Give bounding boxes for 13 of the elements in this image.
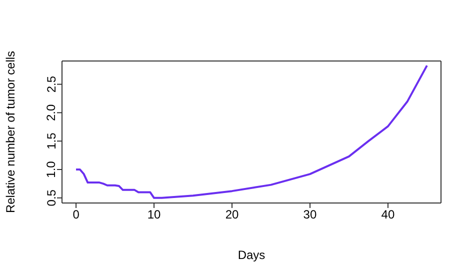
y-tick-label: 2.5 bbox=[44, 76, 58, 93]
x-tick-label: 20 bbox=[225, 208, 239, 222]
y-axis-title: Relative number of tumor cells bbox=[3, 50, 18, 214]
y-tick-label: 2.0 bbox=[44, 104, 58, 122]
line-series bbox=[75, 64, 428, 199]
x-tick-label: 0 bbox=[72, 208, 80, 222]
x-tick-label: 10 bbox=[147, 208, 162, 222]
y-tick-label: 1.5 bbox=[44, 132, 58, 150]
x-tick-label: 30 bbox=[303, 208, 317, 222]
x-tick-label: 40 bbox=[381, 208, 395, 222]
y-tick-label: 0.5 bbox=[44, 189, 58, 206]
y-tick-label: 1.0 bbox=[44, 160, 58, 178]
x-axis-title: Days bbox=[238, 248, 266, 262]
